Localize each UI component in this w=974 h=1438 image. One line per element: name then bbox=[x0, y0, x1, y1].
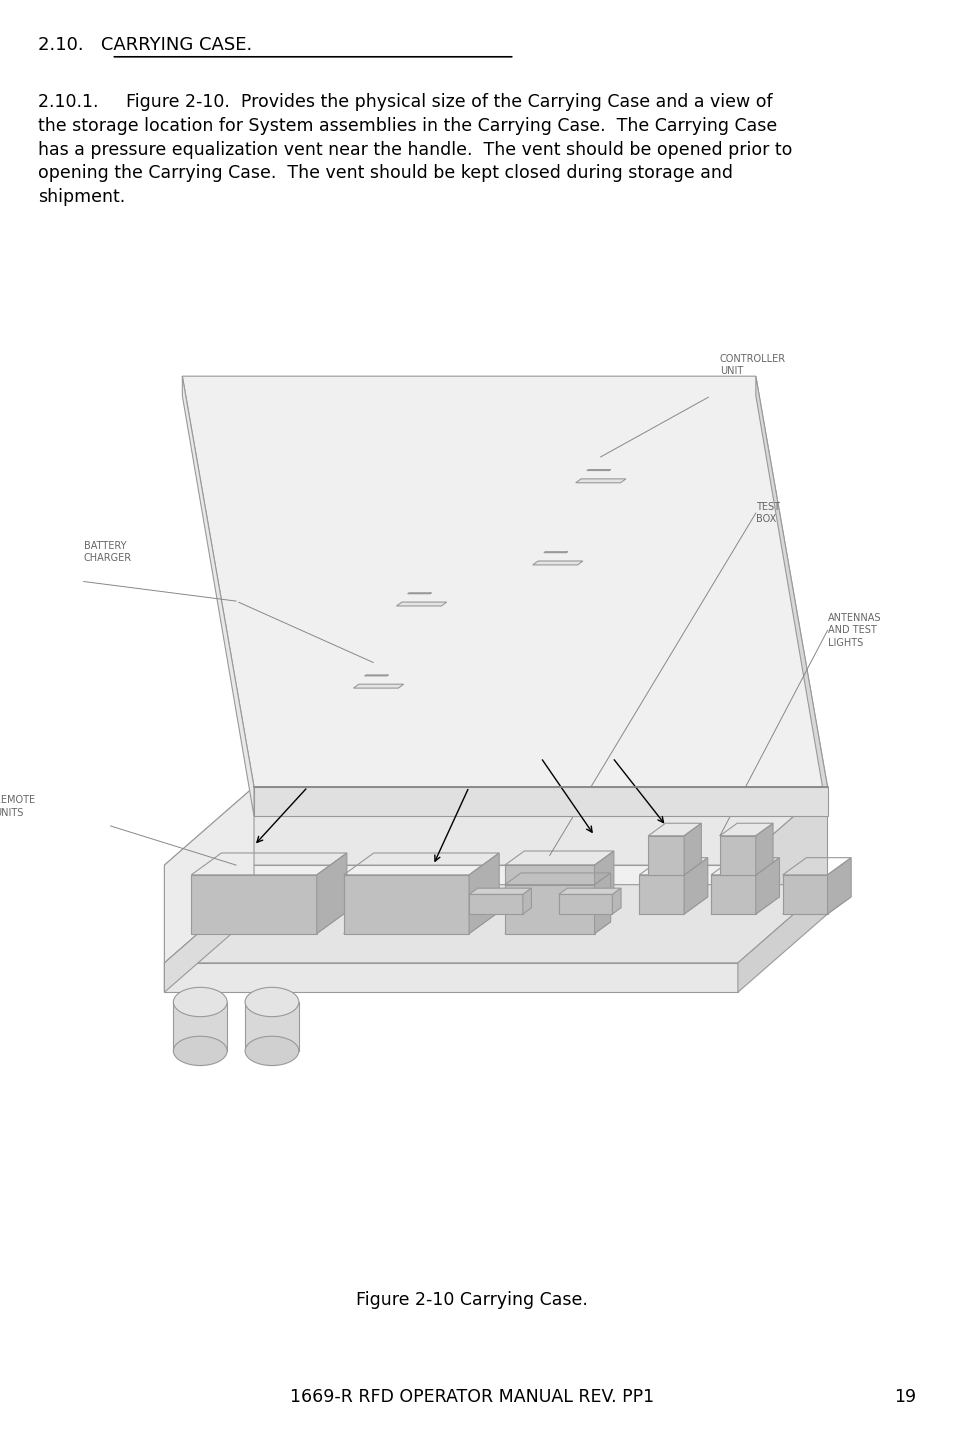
Ellipse shape bbox=[245, 1037, 299, 1066]
Polygon shape bbox=[469, 889, 532, 894]
Polygon shape bbox=[182, 377, 254, 817]
Polygon shape bbox=[738, 884, 828, 992]
Polygon shape bbox=[559, 894, 613, 915]
Polygon shape bbox=[505, 900, 614, 915]
Polygon shape bbox=[344, 912, 500, 933]
Polygon shape bbox=[505, 866, 594, 915]
Polygon shape bbox=[165, 787, 828, 866]
Polygon shape bbox=[344, 874, 469, 933]
Polygon shape bbox=[469, 853, 500, 933]
Polygon shape bbox=[738, 787, 828, 963]
Polygon shape bbox=[523, 889, 532, 915]
Polygon shape bbox=[828, 857, 851, 915]
Text: 2.10.1.     Figure 2-10.  Provides the physical size of the Carrying Case and a : 2.10.1. Figure 2-10. Provides the physic… bbox=[38, 93, 792, 206]
Polygon shape bbox=[182, 377, 828, 787]
Polygon shape bbox=[173, 1002, 227, 1051]
Polygon shape bbox=[684, 857, 708, 915]
Text: 1669-R RFD OPERATOR MANUAL REV. PP1: 1669-R RFD OPERATOR MANUAL REV. PP1 bbox=[290, 1388, 655, 1406]
Text: BATTERY
CHARGER: BATTERY CHARGER bbox=[84, 541, 131, 564]
Polygon shape bbox=[783, 897, 851, 915]
Text: REMOTE
UNITS: REMOTE UNITS bbox=[0, 795, 35, 818]
Polygon shape bbox=[594, 851, 614, 915]
Polygon shape bbox=[594, 873, 611, 933]
Polygon shape bbox=[165, 963, 738, 992]
Polygon shape bbox=[711, 897, 779, 915]
Polygon shape bbox=[756, 377, 828, 817]
Text: 2.10.   CARRYING CASE.: 2.10. CARRYING CASE. bbox=[38, 36, 252, 55]
Polygon shape bbox=[165, 866, 738, 963]
Polygon shape bbox=[354, 684, 403, 689]
Ellipse shape bbox=[173, 1037, 227, 1066]
Text: ANTENNAS
AND TEST
LIGHTS: ANTENNAS AND TEST LIGHTS bbox=[828, 613, 881, 649]
Polygon shape bbox=[505, 922, 611, 933]
Polygon shape bbox=[684, 823, 701, 874]
Polygon shape bbox=[317, 853, 347, 933]
Polygon shape bbox=[756, 823, 773, 874]
Polygon shape bbox=[783, 874, 828, 915]
Polygon shape bbox=[576, 479, 626, 483]
Polygon shape bbox=[254, 787, 828, 817]
Polygon shape bbox=[639, 897, 708, 915]
Polygon shape bbox=[720, 863, 773, 874]
Text: CONTROLLER
UNIT: CONTROLLER UNIT bbox=[720, 354, 786, 377]
Polygon shape bbox=[649, 863, 701, 874]
Polygon shape bbox=[505, 884, 594, 933]
Polygon shape bbox=[165, 884, 254, 992]
Polygon shape bbox=[245, 1002, 299, 1051]
Text: 19: 19 bbox=[894, 1388, 916, 1406]
Ellipse shape bbox=[245, 988, 299, 1017]
Polygon shape bbox=[639, 874, 684, 915]
Polygon shape bbox=[165, 787, 254, 963]
Polygon shape bbox=[469, 894, 523, 915]
Polygon shape bbox=[559, 889, 621, 894]
Polygon shape bbox=[711, 874, 756, 915]
Polygon shape bbox=[191, 874, 317, 933]
Polygon shape bbox=[165, 884, 828, 963]
Text: TEST
BOX: TEST BOX bbox=[756, 502, 780, 525]
Polygon shape bbox=[613, 889, 621, 915]
Polygon shape bbox=[720, 835, 756, 874]
Polygon shape bbox=[191, 912, 347, 933]
Polygon shape bbox=[396, 603, 447, 605]
Polygon shape bbox=[533, 561, 582, 565]
Polygon shape bbox=[649, 835, 684, 874]
Polygon shape bbox=[756, 857, 779, 915]
Polygon shape bbox=[165, 884, 254, 992]
Text: Figure 2-10 Carrying Case.: Figure 2-10 Carrying Case. bbox=[356, 1290, 588, 1309]
Ellipse shape bbox=[173, 988, 227, 1017]
